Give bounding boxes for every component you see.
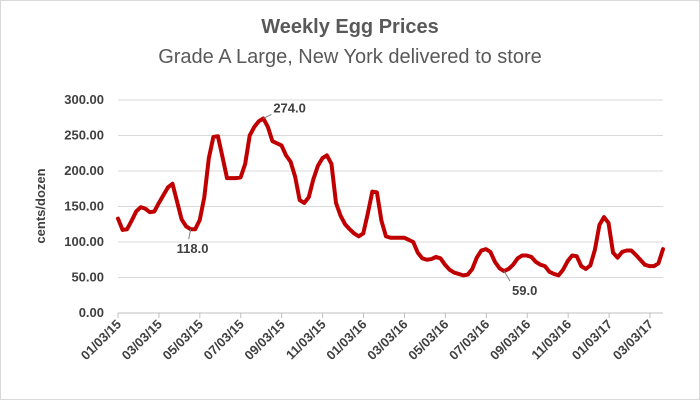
y-tick-label: 50.00 <box>71 270 104 285</box>
price-series-line <box>116 116 665 278</box>
annotation-leader <box>503 270 511 282</box>
x-tick-label: 11/03/15 <box>283 317 329 363</box>
chart-title: Weekly Egg Prices <box>261 16 439 38</box>
y-axis-label: cents/dozen <box>33 168 48 243</box>
x-tick-label: 07/03/16 <box>446 317 492 363</box>
annotation-leader <box>188 229 192 240</box>
x-tick-label: 03/03/15 <box>119 317 165 363</box>
y-tick-label: 200.00 <box>64 163 104 178</box>
y-tick-label: 250.00 <box>64 128 104 143</box>
annotations-layer: 274.0 118.0 59.0 <box>177 100 538 298</box>
y-tick-label: 300.00 <box>64 92 104 107</box>
x-tick-label: 05/03/15 <box>160 317 206 363</box>
y-axis-ticks: 0.00 50.00 100.00 150.00 200.00 250.00 300.00 <box>64 92 104 320</box>
x-tick-label: 11/03/16 <box>528 317 574 363</box>
annotation-label: 59.0 <box>512 283 537 298</box>
x-tick-label: 09/03/16 <box>487 317 533 363</box>
annotation-label: 118.0 <box>177 241 209 256</box>
x-tick-label: 03/03/16 <box>364 317 410 363</box>
annotation-leader <box>263 114 272 119</box>
x-tick-label: 05/03/16 <box>405 317 451 363</box>
x-tick-label: 01/03/15 <box>78 317 124 363</box>
x-tick-label: 07/03/15 <box>200 317 246 363</box>
y-tick-label: 0.00 <box>79 305 104 320</box>
x-tick-label: 03/03/17 <box>610 317 656 363</box>
series-layer <box>116 116 665 278</box>
x-tick-label: 01/03/16 <box>323 317 369 363</box>
x-axis-ticks: 01/03/1503/03/1505/03/1507/03/1509/03/15… <box>78 313 656 363</box>
annotation-label: 274.0 <box>273 100 306 115</box>
chart-subtitle: Grade A Large, New York delivered to sto… <box>158 46 542 68</box>
gridlines <box>118 99 663 314</box>
x-tick-label: 09/03/15 <box>241 317 287 363</box>
y-tick-label: 100.00 <box>64 234 104 249</box>
y-tick-label: 150.00 <box>64 199 104 214</box>
x-tick-label: 01/03/17 <box>569 317 615 363</box>
